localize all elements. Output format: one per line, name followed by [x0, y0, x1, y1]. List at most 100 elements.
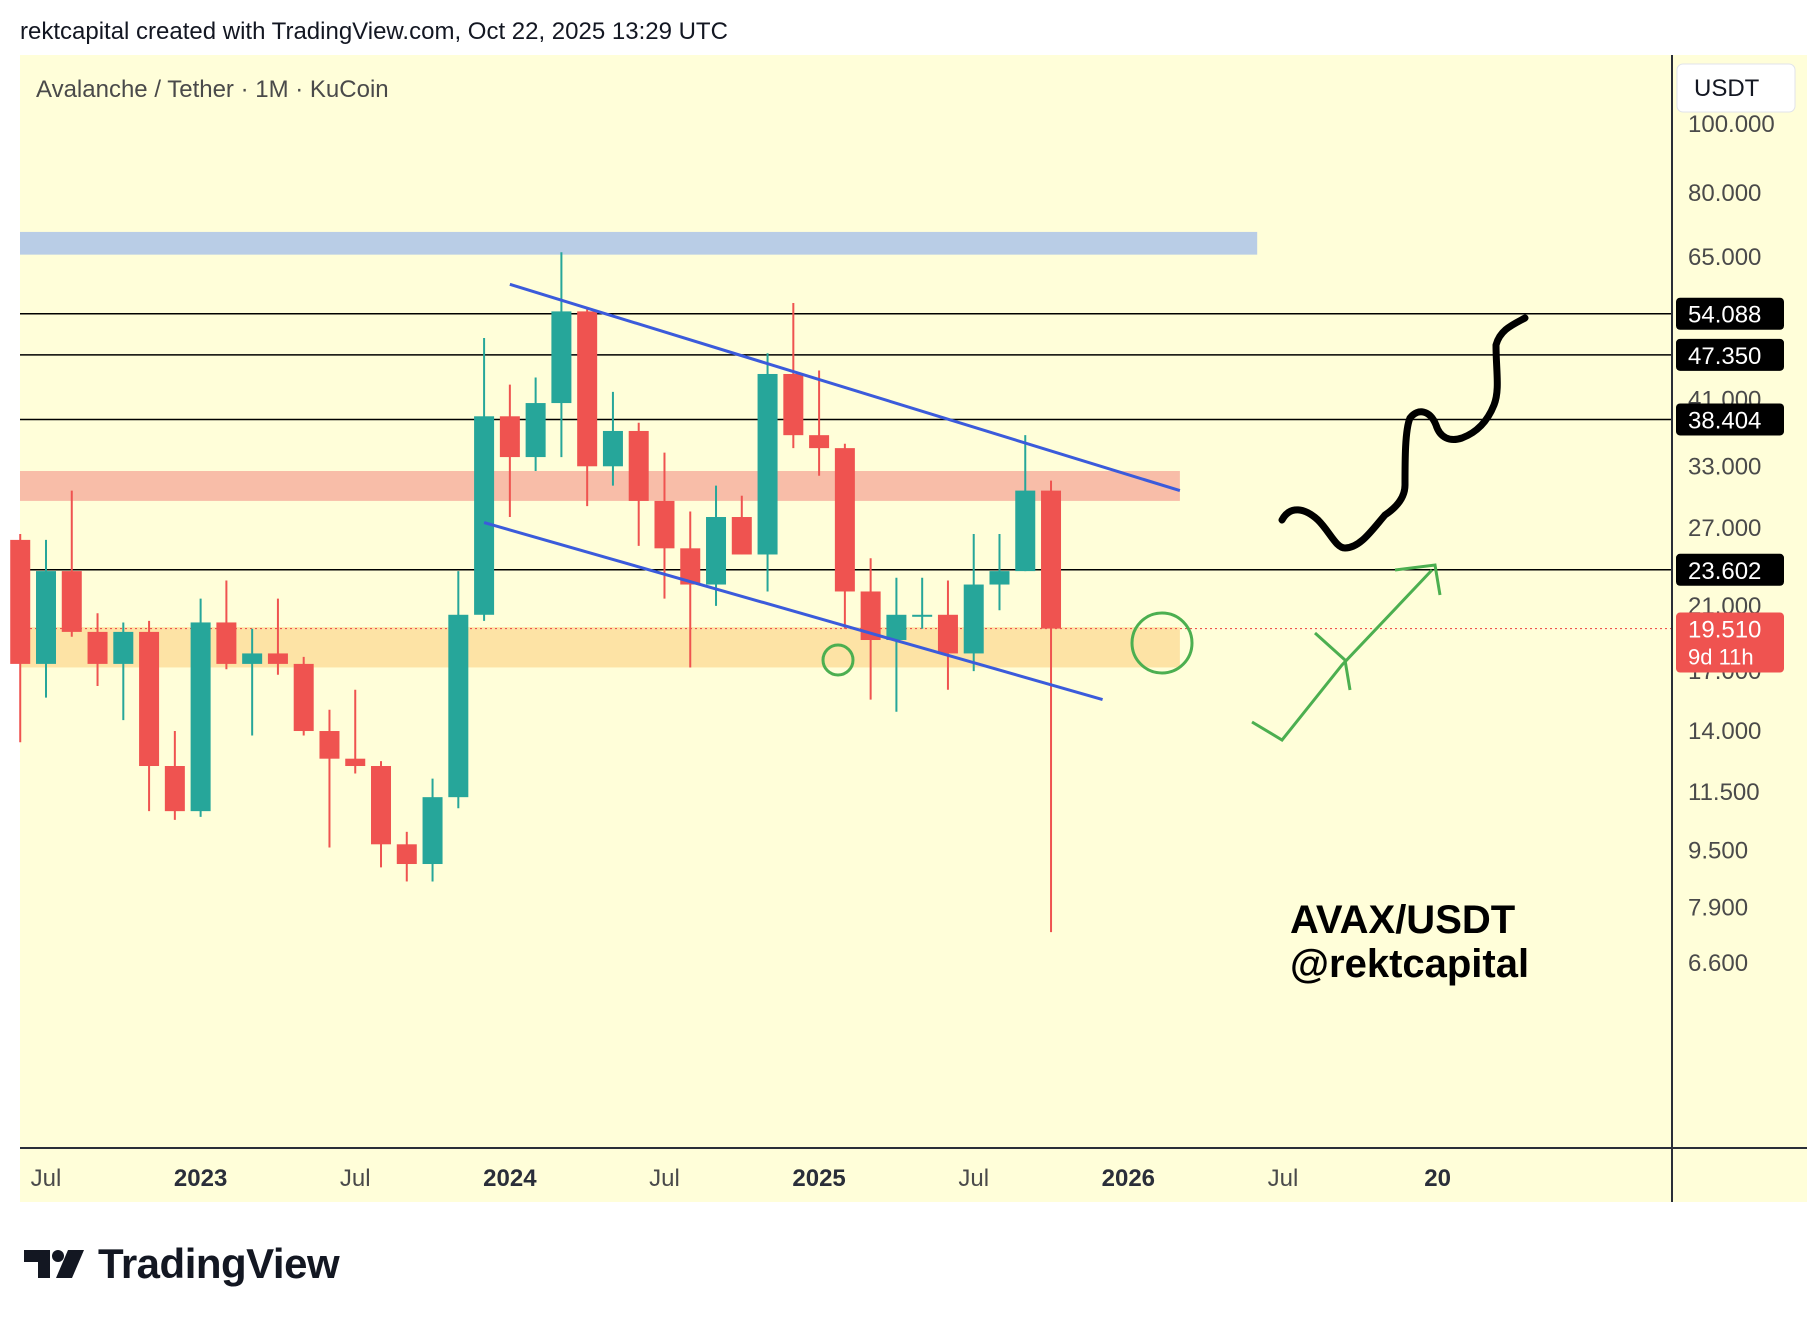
time-axis[interactable]: Jul 2023 Jul 2024 Jul 2025 Jul 2026 Jul 20	[31, 1165, 1451, 1192]
candle-body-10[interactable]	[267, 653, 288, 664]
zone-blue	[20, 231, 1258, 255]
candle-body-30[interactable]	[783, 373, 804, 436]
candle-body-37[interactable]	[963, 584, 984, 654]
annotation-line2: @rektcapital	[1290, 942, 1529, 986]
candle-body-38[interactable]	[989, 571, 1010, 585]
time-tick-label: Jul	[31, 1165, 62, 1192]
candle-body-13[interactable]	[345, 758, 366, 767]
price-tick-label: 7.900	[1688, 895, 1748, 922]
current-price-label-box	[1676, 612, 1784, 673]
level-label-box-0	[1676, 297, 1784, 330]
annotation-line1: AVAX/USDT	[1290, 898, 1515, 942]
time-tick-label: Jul	[958, 1165, 989, 1192]
level-label-box-2	[1676, 403, 1784, 436]
candle-body-25[interactable]	[654, 500, 675, 549]
time-tick-label: 2023	[174, 1165, 227, 1192]
time-tick-label: 2024	[483, 1165, 537, 1192]
candle-body-3[interactable]	[87, 631, 108, 664]
currency-box[interactable]	[1676, 63, 1796, 113]
candle-body-19[interactable]	[499, 416, 520, 458]
time-tick-label: 20	[1424, 1165, 1451, 1192]
price-axis[interactable]: 100.00080.00065.00041.00033.00027.00021.…	[1688, 111, 1775, 977]
trendline-channel-bottom[interactable]	[483, 521, 1103, 702]
zone-orange	[20, 627, 1180, 668]
projection-black-path	[1278, 314, 1529, 552]
candle-body-35[interactable]	[912, 614, 933, 617]
currency-label: USDT	[1694, 75, 1760, 102]
price-tick-label: 27.000	[1688, 515, 1761, 542]
symbol-line: Avalanche / Tether · 1M · KuCoin	[36, 76, 389, 103]
level-label-text-1: 47.350	[1688, 343, 1761, 370]
candle-body-24[interactable]	[628, 430, 649, 501]
current-price-label: 19.510	[1688, 617, 1761, 644]
candle-body-23[interactable]	[602, 430, 623, 467]
zones-layer	[20, 231, 1258, 668]
candle-body-9[interactable]	[242, 653, 263, 664]
candle-body-17[interactable]	[448, 614, 469, 798]
zone-red	[20, 471, 1180, 501]
candle-countdown-label: 9d 11h	[1688, 645, 1754, 670]
time-tick-label: Jul	[1268, 1165, 1299, 1192]
candle-body-4[interactable]	[113, 631, 134, 664]
time-tick-label: 2025	[792, 1165, 845, 1192]
price-tick-label: 33.000	[1688, 453, 1761, 480]
projection-green-path	[1251, 568, 1434, 742]
candle-body-2[interactable]	[61, 571, 82, 632]
candle-body-7[interactable]	[190, 622, 211, 812]
candle-body-11[interactable]	[293, 663, 314, 732]
trendline-channel-top[interactable]	[509, 282, 1181, 493]
price-tick-label: 6.600	[1688, 950, 1748, 977]
candle-body-18[interactable]	[474, 416, 495, 615]
candle-body-27[interactable]	[706, 517, 727, 585]
level-label-text-3: 23.602	[1688, 558, 1761, 585]
candle-body-14[interactable]	[371, 766, 392, 845]
price-tick-label: 65.000	[1688, 244, 1761, 271]
level-label-box-1	[1676, 338, 1784, 371]
time-tick-label: Jul	[340, 1165, 371, 1192]
trendlines-layer	[483, 282, 1181, 702]
candle-body-15[interactable]	[396, 844, 417, 865]
chart-credit: rektcapital created with TradingView.com…	[20, 18, 728, 45]
price-tick-label: 14.000	[1688, 718, 1761, 745]
candle-body-20[interactable]	[525, 403, 546, 458]
projection-green-arrowhead-mid	[1313, 631, 1352, 691]
candle-body-40[interactable]	[1041, 490, 1062, 629]
candle-body-28[interactable]	[731, 517, 752, 555]
time-tick-label: 2026	[1102, 1165, 1155, 1192]
tradingview-logo-icon	[24, 1250, 84, 1278]
candle-body-36[interactable]	[937, 614, 958, 654]
candles-layer	[10, 252, 1062, 933]
candle-body-16[interactable]	[422, 797, 443, 865]
drawings-layer	[821, 314, 1529, 742]
price-tick-label: 80.000	[1688, 180, 1761, 207]
projection-green-arrowhead-end	[1394, 563, 1442, 596]
candle-body-5[interactable]	[139, 631, 160, 767]
candle-body-22[interactable]	[577, 311, 598, 467]
green-circle-annotation-1	[821, 643, 855, 677]
level-label-text-2: 38.404	[1688, 407, 1761, 434]
price-tick-label: 11.500	[1688, 779, 1760, 806]
price-tick-label: 9.500	[1688, 838, 1748, 865]
candle-body-39[interactable]	[1015, 490, 1036, 572]
candle-body-29[interactable]	[757, 373, 778, 555]
candle-body-1[interactable]	[36, 571, 56, 664]
candle-body-32[interactable]	[834, 448, 855, 592]
candle-body-8[interactable]	[216, 622, 237, 664]
price-tick-label: 100.000	[1688, 111, 1775, 138]
candle-body-34[interactable]	[886, 614, 907, 641]
candle-body-26[interactable]	[680, 548, 701, 585]
candle-body-31[interactable]	[809, 435, 830, 449]
candle-body-0[interactable]	[10, 539, 31, 664]
level-label-box-3	[1676, 553, 1784, 586]
candle-body-12[interactable]	[319, 731, 340, 759]
candle-body-6[interactable]	[164, 766, 185, 812]
level-label-text-0: 54.088	[1688, 302, 1761, 329]
tradingview-logo[interactable]: TradingView	[24, 1240, 340, 1288]
green-circle-annotation-2	[1130, 611, 1194, 675]
time-tick-label: Jul	[649, 1165, 680, 1192]
tradingview-brand-text: TradingView	[98, 1240, 340, 1287]
candle-body-33[interactable]	[860, 591, 881, 641]
candle-body-21[interactable]	[551, 311, 572, 404]
